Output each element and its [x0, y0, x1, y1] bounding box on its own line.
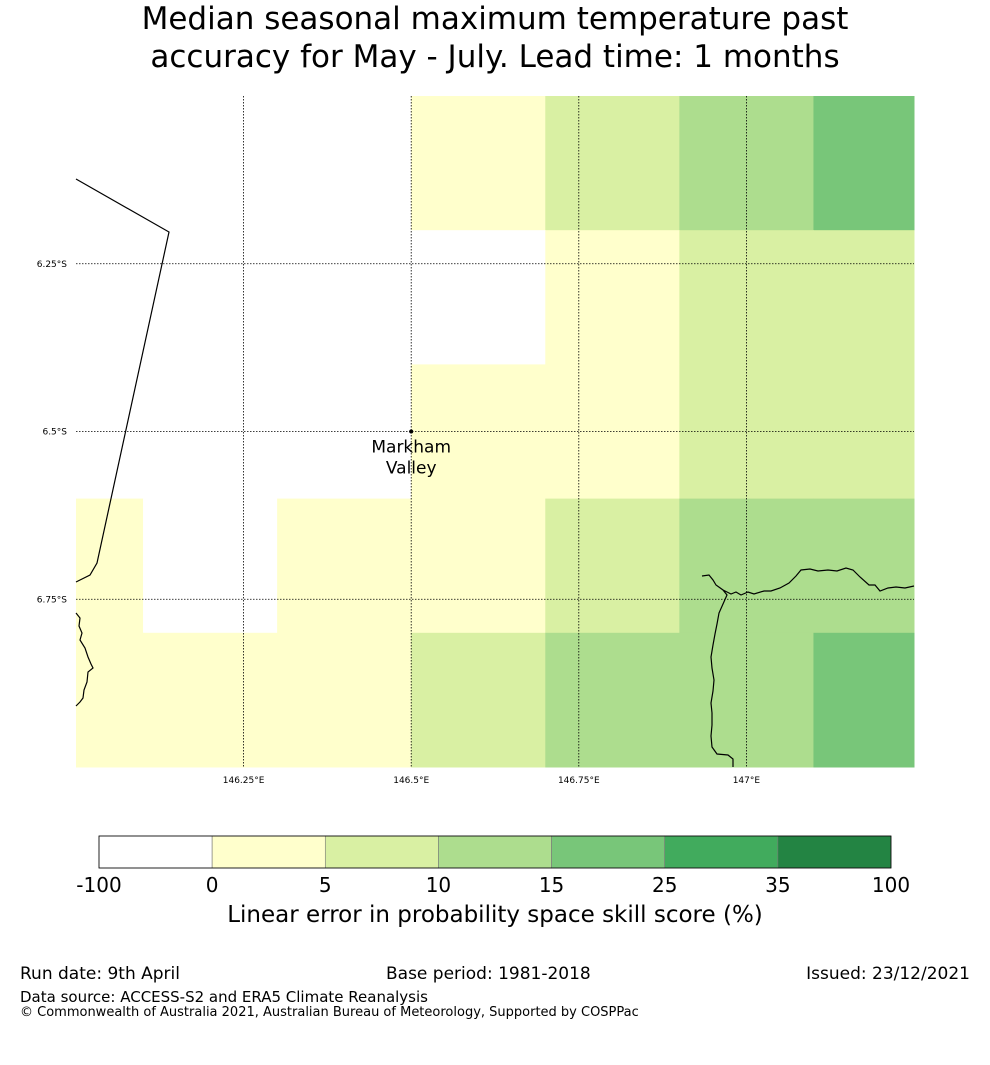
colorbar-swatch [324, 835, 439, 869]
colorbar-tick-label: 100 [871, 873, 911, 897]
coastline-huon-gulf [701, 567, 915, 767]
grid-cell [277, 96, 412, 231]
colorbar-tick-label: 35 [765, 873, 791, 897]
grid-cell [813, 96, 915, 231]
colorbar-tick-label: 0 [205, 873, 219, 897]
lat-tick-label: 6.5°S [42, 428, 67, 438]
grid-cell [679, 498, 814, 634]
land-boundary-line [75, 178, 170, 583]
grid-cell [143, 230, 278, 365]
lat-tick-label: 6.25°S [37, 260, 68, 270]
grid-cell [679, 364, 814, 500]
grid-cell [813, 498, 915, 634]
colorbar-tick-label: 10 [425, 873, 452, 897]
grid-cell [411, 632, 546, 768]
colorbar-swatch [777, 835, 892, 869]
colorbar-tick-label: -100 [76, 873, 122, 897]
gridlines [76, 96, 914, 767]
colorbar [98, 835, 892, 869]
colorbar-tick-label: 15 [538, 873, 565, 897]
coastline-west [75, 612, 94, 707]
grid-cell [143, 364, 278, 500]
colorbar-swatch [664, 835, 779, 869]
copyright: © Commonwealth of Australia 2021, Austra… [20, 1005, 639, 1020]
colorbar-tick-label: 5 [318, 873, 332, 897]
colorbar-swatch [551, 835, 666, 869]
map-title-line1: Median seasonal maximum temperature past [141, 1, 849, 37]
grid-cell [143, 96, 278, 231]
issued-date: Issued: 23/12/2021 [806, 964, 970, 984]
map-title-line2: accuracy for May - July. Lead time: 1 mo… [150, 39, 840, 75]
run-date: Run date: 9th April [20, 964, 180, 984]
colorbar-swatch [211, 835, 326, 869]
grid-cell [76, 230, 144, 365]
grid-cell [545, 498, 680, 634]
grid-cell [76, 498, 144, 634]
grid-cell [277, 230, 412, 365]
grid-cell [411, 498, 546, 634]
grid-cell [545, 632, 680, 768]
skill-grid [76, 96, 915, 768]
tick-labels: 146.25°E 146.5°E 146.75°E 147°E 6.25°S 6.5°S 6… [37, 260, 761, 786]
lon-tick-label: 147°E [733, 776, 761, 786]
grid-cell [411, 96, 546, 231]
grid-cell [277, 632, 412, 768]
grid-cell [545, 364, 680, 500]
place-label-line1: Markham [371, 438, 451, 458]
lon-tick-label: 146.5°E [393, 776, 429, 786]
lon-tick-label: 146.25°E [223, 776, 265, 786]
colorbar-swatch [438, 835, 552, 869]
colorbar-swatch [98, 835, 213, 869]
map-title: Median seasonal maximum temperature past… [0, 0, 990, 76]
place-marker [409, 429, 414, 434]
grid-cell [411, 230, 546, 365]
base-period: Base period: 1981-2018 [386, 964, 591, 984]
grid-cell [813, 632, 915, 768]
colorbar-frame [98, 835, 892, 869]
grid-cell [813, 230, 915, 365]
place-label-line2: Valley [386, 459, 437, 479]
lat-tick-label: 6.75°S [37, 595, 68, 605]
grid-cell [76, 96, 144, 231]
grid-cell [545, 96, 680, 231]
data-source: Data source: ACCESS-S2 and ERA5 Climate … [20, 988, 428, 1006]
colorbar-title: Linear error in probability space skill … [227, 902, 763, 928]
grid-cell [545, 230, 680, 365]
coastline [75, 178, 915, 767]
grid-cell [277, 498, 412, 634]
colorbar-tick-label: 25 [651, 873, 678, 897]
lon-tick-label: 146.75°E [558, 776, 600, 786]
grid-cell [143, 498, 278, 634]
grid-cell [143, 632, 278, 768]
